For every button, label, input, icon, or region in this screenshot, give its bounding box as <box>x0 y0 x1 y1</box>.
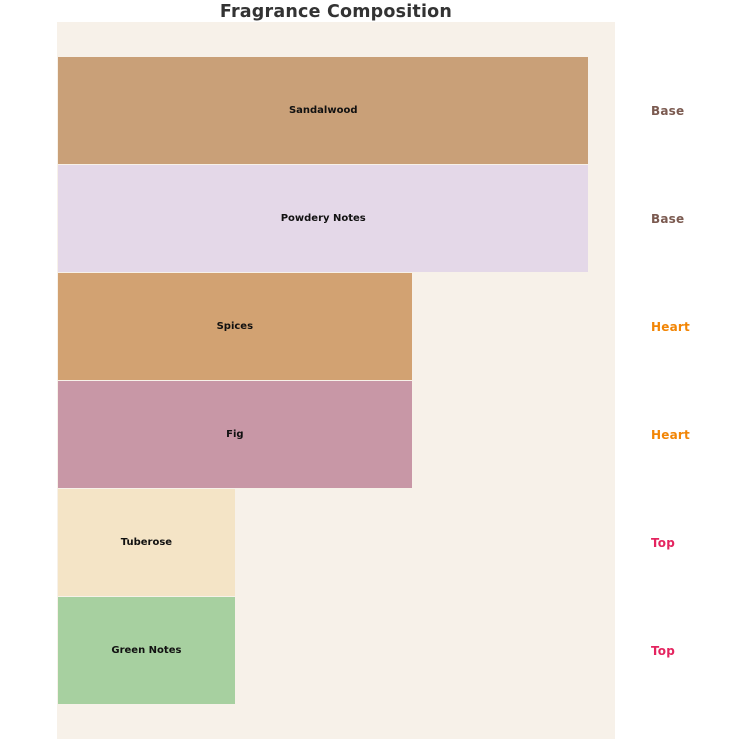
bar-label-sandalwood: Sandalwood <box>288 105 358 116</box>
bar-label-tuberose: Tuberose <box>120 537 173 548</box>
category-label-base-1: Base <box>651 104 685 118</box>
category-label-top-1: Top <box>651 536 676 550</box>
category-labels-column: Base Base Heart Heart Top Top <box>651 57 721 705</box>
bar-label-fig: Fig <box>226 429 244 440</box>
category-label-base-2: Base <box>651 212 685 226</box>
bar-label-green-notes: Green Notes <box>111 645 182 656</box>
bar-group: Sandalwood Powdery Notes Spices Fig Tube… <box>58 57 615 705</box>
plot-area: Sandalwood Powdery Notes Spices Fig Tube… <box>57 22 615 739</box>
bar-powdery-notes: Powdery Notes <box>58 165 589 272</box>
chart-title: Fragrance Composition <box>219 2 453 22</box>
bar-spices: Spices <box>58 273 412 380</box>
bar-label-powdery-notes: Powdery Notes <box>280 213 366 224</box>
category-label-heart-2: Heart <box>651 428 690 442</box>
category-label-top-2: Top <box>651 644 676 658</box>
category-label-heart-1: Heart <box>651 320 690 334</box>
bar-sandalwood: Sandalwood <box>58 57 589 164</box>
bar-green-notes: Green Notes <box>58 597 235 704</box>
bar-tuberose: Tuberose <box>58 489 235 596</box>
bar-label-spices: Spices <box>216 321 254 332</box>
bar-fig: Fig <box>58 381 412 488</box>
